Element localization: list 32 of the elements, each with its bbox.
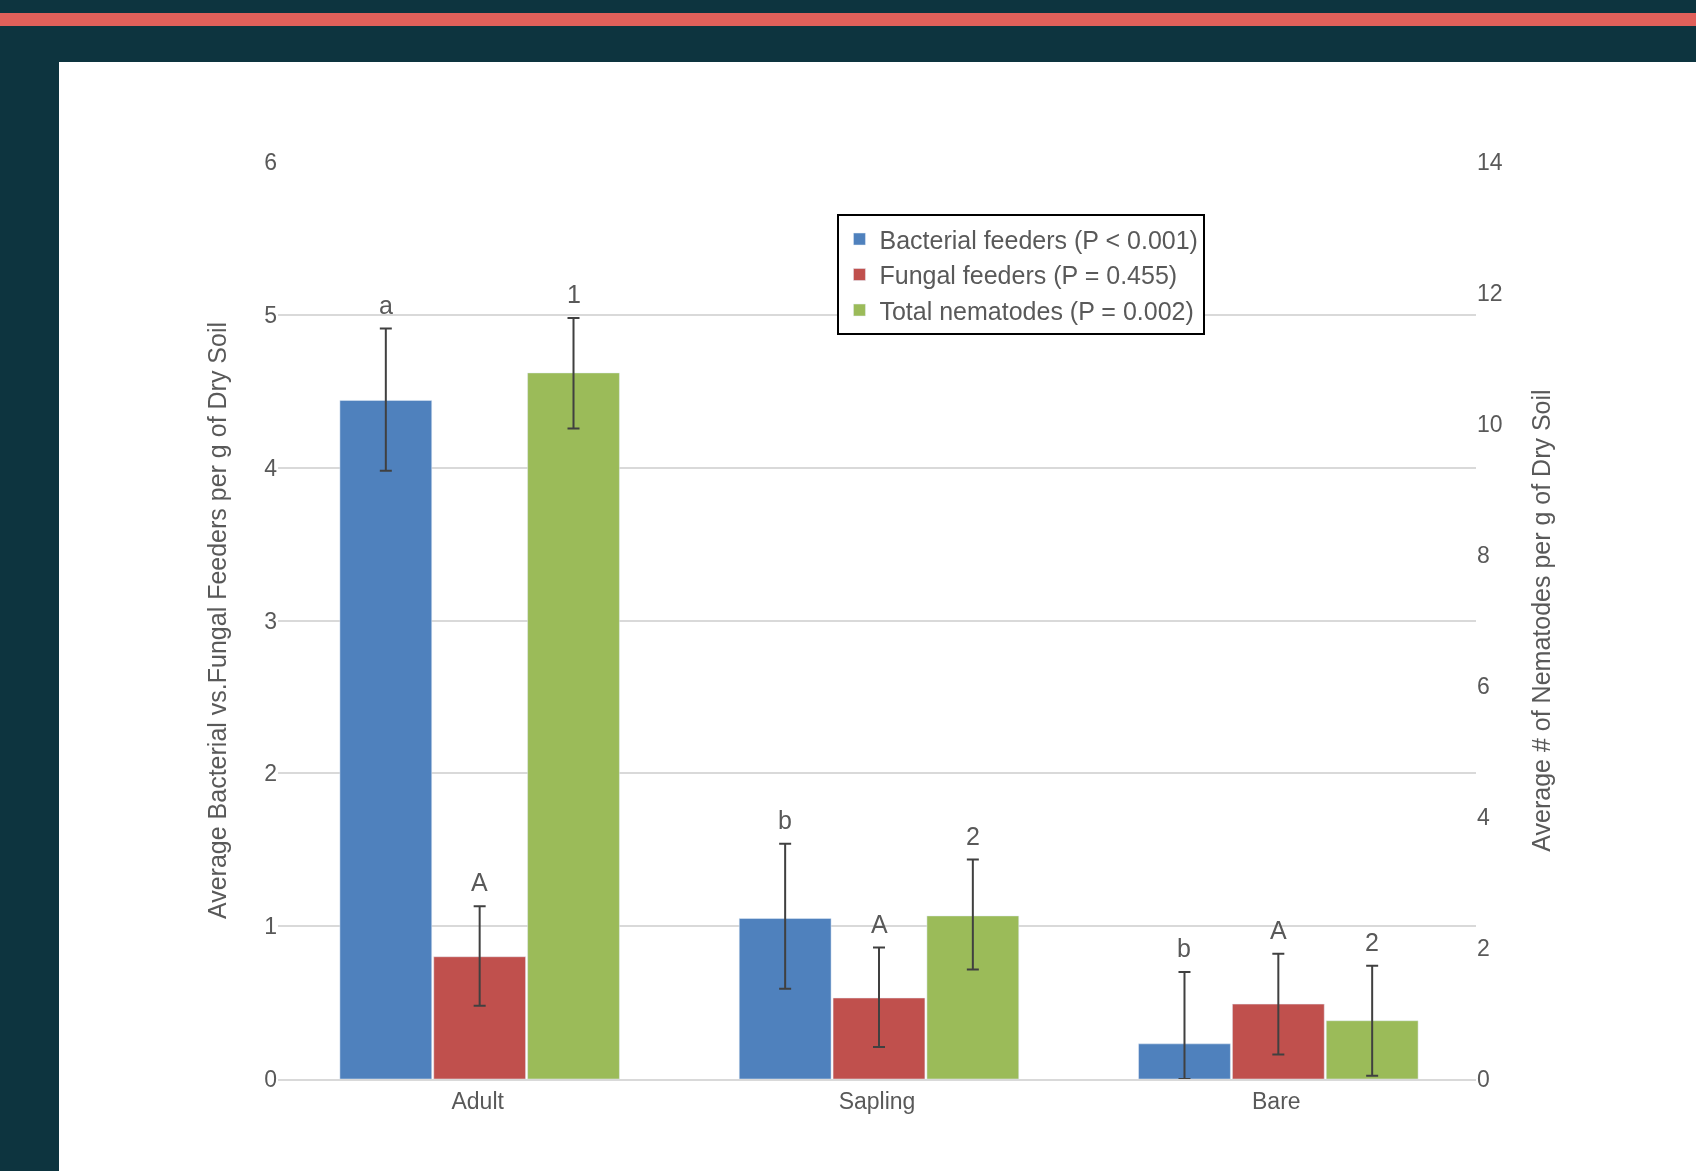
annotation: A [871,910,888,938]
y2-tick-label: 2 [1477,935,1490,962]
annotation: b [1177,934,1191,962]
annotation: A [1270,916,1287,944]
y2-axis-title: Average # of Nematodes per g of Dry Soil [1526,389,1555,852]
legend-label: Bacterial feeders (P < 0.001) [879,225,1198,254]
annotation: b [778,806,792,834]
y-tick-label: 3 [264,607,277,634]
y-tick-label: 0 [264,1066,277,1093]
y-tick-label: 6 [264,149,277,176]
y-tick-label: 5 [264,301,277,328]
annotation: 2 [1365,928,1379,956]
y2-tick-label: 12 [1477,280,1503,307]
y2-tick-label: 8 [1477,542,1490,569]
legend-label: Fungal feeders (P = 0.455) [879,261,1178,290]
y2-tick-label: 10 [1477,411,1503,438]
y-tick-label: 1 [264,913,277,940]
legend-label: Total nematodes (P = 0.002) [879,296,1194,325]
y2-tick-label: 14 [1477,149,1503,176]
y-axis-title: Average Bacterial vs.Fungal Feeders per g of Dry Soil [202,321,231,920]
y2-tick-label: 4 [1477,804,1490,831]
y2-tick-label: 0 [1477,1066,1490,1093]
x-tick-label: Sapling [838,1087,916,1114]
x-tick-label: Bare [1252,1087,1301,1114]
y-tick-label: 4 [264,454,278,481]
annotation: 1 [567,280,581,308]
annotation: 2 [966,822,980,850]
x-tick-label: Adult [451,1087,505,1114]
y2-tick-label: 6 [1477,673,1490,700]
y-tick-label: 2 [264,760,277,787]
annotation: A [471,868,488,896]
annotation: a [379,291,393,319]
